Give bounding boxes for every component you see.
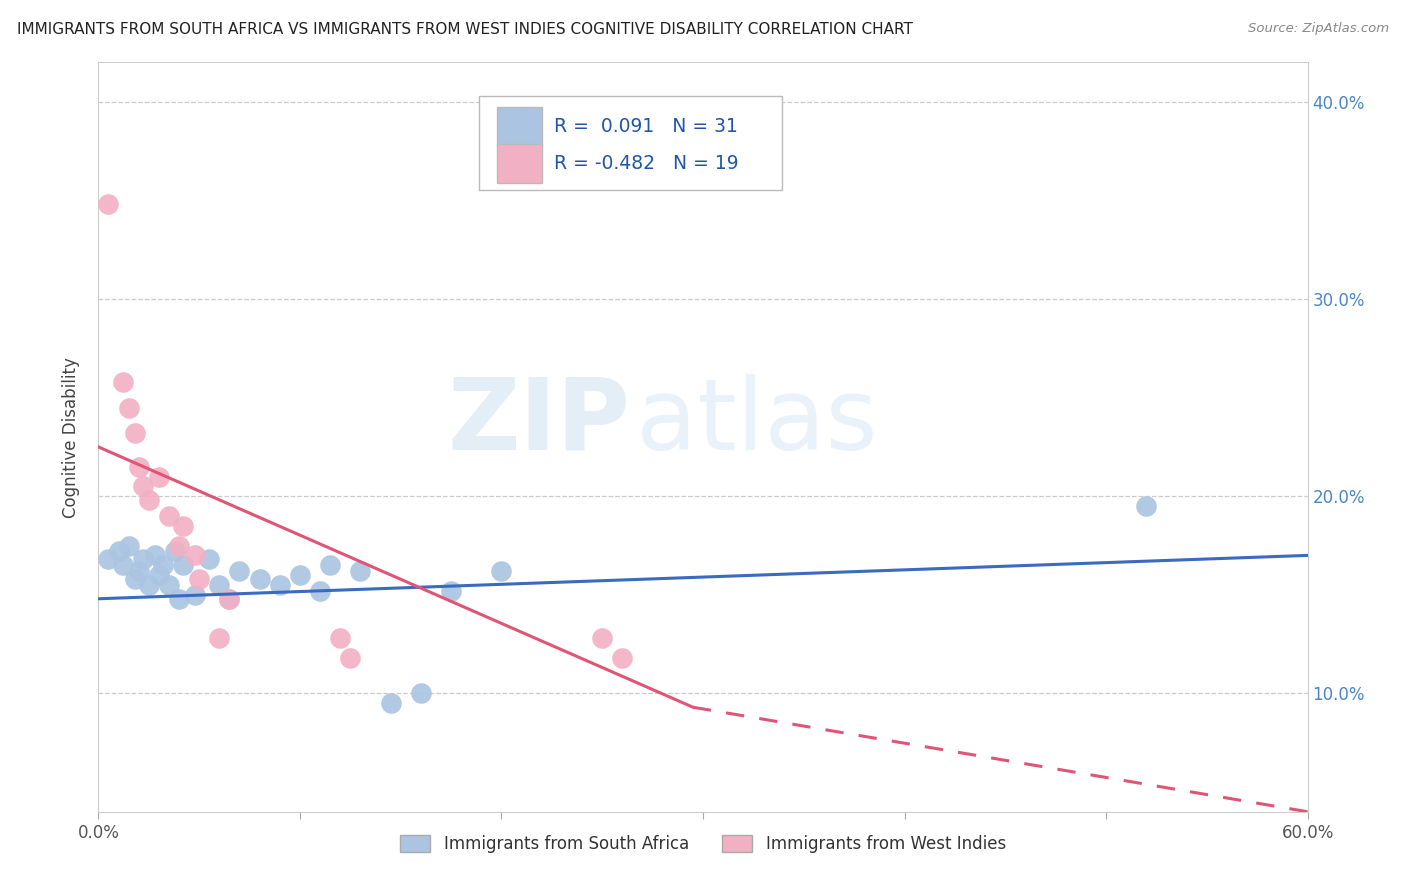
Point	[198, 552, 221, 566]
Text: R = -0.482   N = 19: R = -0.482 N = 19	[554, 154, 740, 173]
Point	[148, 469, 170, 483]
Point	[157, 508, 180, 523]
Text: R =  0.091   N = 31: R = 0.091 N = 31	[554, 117, 738, 136]
Point	[1135, 499, 1157, 513]
Point	[349, 564, 371, 578]
Point	[591, 631, 613, 645]
Y-axis label: Cognitive Disability: Cognitive Disability	[62, 357, 80, 517]
Point	[128, 459, 150, 474]
Point	[97, 197, 120, 211]
Point	[132, 552, 155, 566]
Point	[111, 375, 134, 389]
Point	[128, 564, 150, 578]
Point	[172, 558, 194, 573]
Point	[148, 568, 170, 582]
Point	[107, 544, 129, 558]
Text: Source: ZipAtlas.com: Source: ZipAtlas.com	[1249, 22, 1389, 36]
Point	[319, 558, 342, 573]
Point	[167, 539, 190, 553]
Point	[184, 588, 207, 602]
Text: ZIP: ZIP	[447, 374, 630, 471]
Point	[612, 651, 634, 665]
Point	[309, 583, 332, 598]
Point	[208, 578, 231, 592]
Point	[172, 518, 194, 533]
FancyBboxPatch shape	[498, 145, 543, 183]
Point	[380, 696, 402, 710]
Point	[138, 493, 160, 508]
Point	[163, 544, 186, 558]
Point	[269, 578, 291, 592]
Point	[409, 686, 432, 700]
Point	[124, 572, 146, 586]
Point	[184, 549, 207, 563]
Point	[440, 583, 463, 598]
Point	[97, 552, 120, 566]
Point	[218, 591, 240, 606]
Point	[143, 549, 166, 563]
FancyBboxPatch shape	[498, 107, 543, 145]
Point	[118, 401, 141, 415]
Point	[228, 564, 250, 578]
Point	[249, 572, 271, 586]
Point	[491, 564, 513, 578]
Point	[138, 578, 160, 592]
Point	[111, 558, 134, 573]
Point	[167, 591, 190, 606]
Point	[208, 631, 231, 645]
Point	[188, 572, 211, 586]
FancyBboxPatch shape	[479, 96, 782, 190]
Legend: Immigrants from South Africa, Immigrants from West Indies: Immigrants from South Africa, Immigrants…	[394, 828, 1012, 860]
Point	[329, 631, 352, 645]
Point	[132, 479, 155, 493]
Point	[218, 591, 240, 606]
Point	[288, 568, 311, 582]
Text: IMMIGRANTS FROM SOUTH AFRICA VS IMMIGRANTS FROM WEST INDIES COGNITIVE DISABILITY: IMMIGRANTS FROM SOUTH AFRICA VS IMMIGRAN…	[17, 22, 912, 37]
Point	[118, 539, 141, 553]
Point	[152, 558, 174, 573]
Text: atlas: atlas	[637, 374, 879, 471]
Point	[157, 578, 180, 592]
Point	[339, 651, 361, 665]
Point	[124, 426, 146, 441]
